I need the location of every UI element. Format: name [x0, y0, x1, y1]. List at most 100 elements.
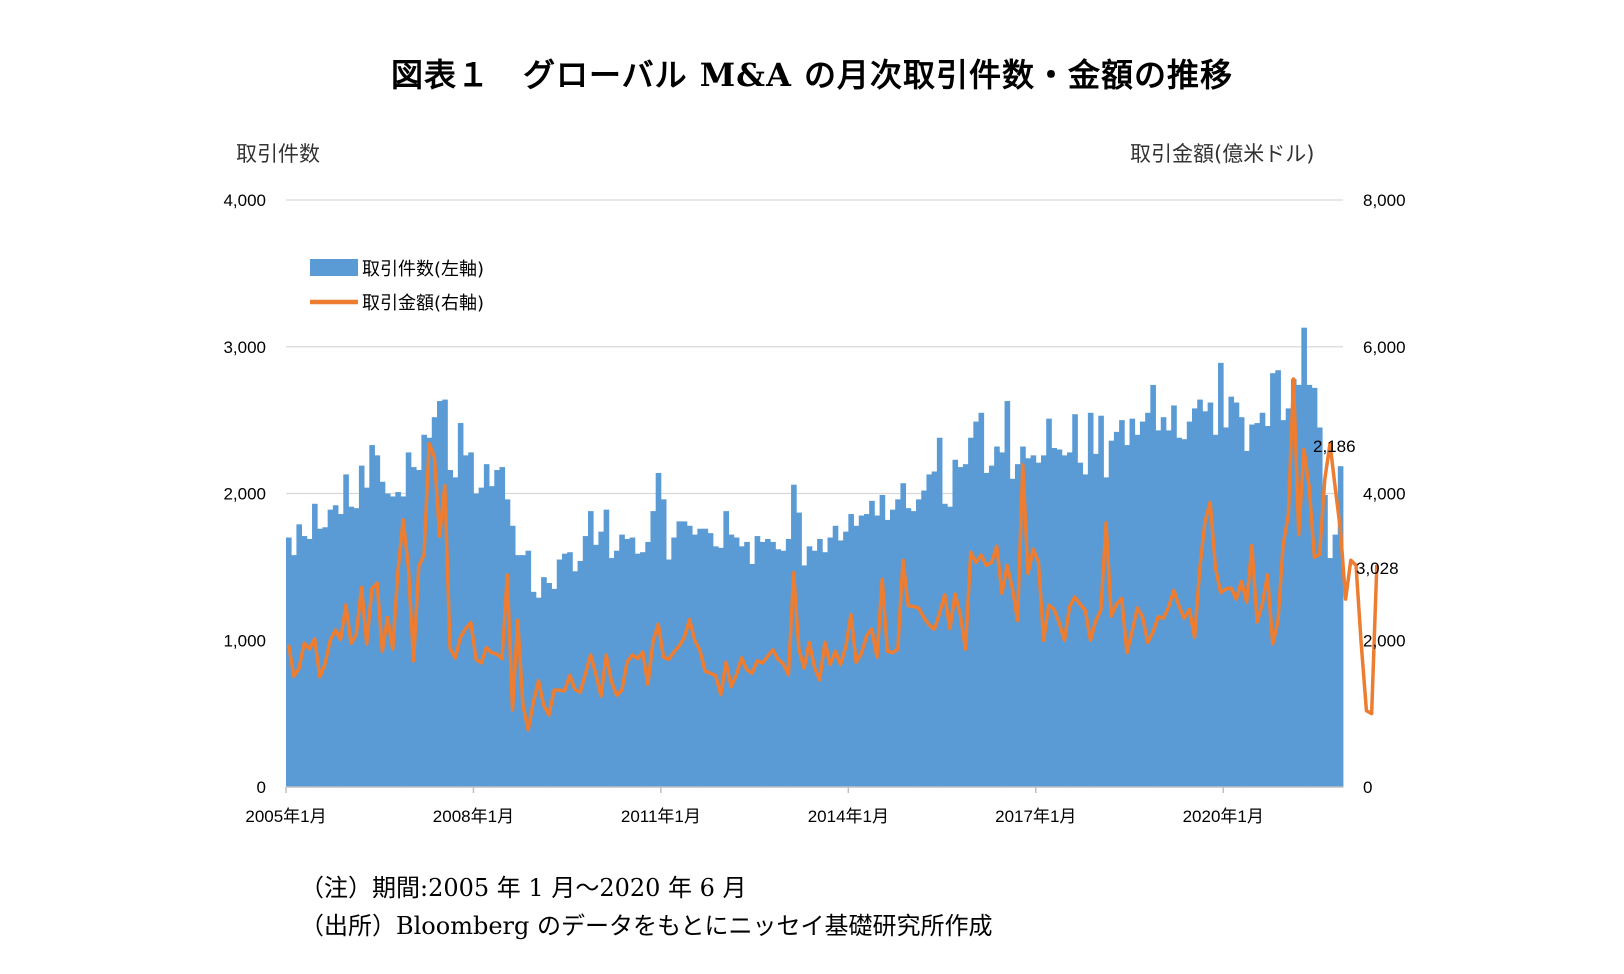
x-tick-label-3: 2014年1月 — [808, 807, 889, 826]
bar-162 — [1129, 418, 1136, 787]
bar-69 — [645, 541, 651, 787]
bar-6 — [317, 528, 323, 787]
bar-119 — [905, 508, 912, 787]
left-tick-label-2: 2,000 — [223, 485, 266, 504]
bar-11 — [343, 474, 349, 787]
bar-51 — [551, 588, 558, 787]
bar-103 — [822, 552, 828, 787]
bar-168 — [1160, 417, 1167, 787]
bar-197 — [1311, 387, 1318, 787]
bar-44 — [515, 555, 521, 787]
x-tick-label-2: 2011年1月 — [621, 807, 701, 826]
note-period: （注）期間:2005 年 1 月～2020 年 6 月 — [300, 874, 747, 902]
bar-92 — [765, 538, 771, 787]
right-ticks: 0 2,000 4,000 6,000 8,000 — [1363, 191, 1406, 797]
x-tick-label-0: 2005年1月 — [245, 807, 326, 826]
bar-183 — [1238, 417, 1245, 787]
bar-85 — [728, 534, 735, 787]
bar-57 — [582, 536, 589, 787]
bar-136 — [994, 446, 1000, 787]
bar-114 — [879, 494, 886, 787]
bar-202 — [1337, 466, 1344, 787]
value-line — [286, 377, 1379, 732]
bar-175 — [1197, 399, 1203, 787]
bar-185 — [1249, 424, 1255, 787]
bar-194 — [1296, 384, 1302, 787]
bar-177 — [1207, 402, 1214, 787]
bar-75 — [676, 521, 683, 787]
bar-157 — [1103, 477, 1110, 787]
bar-184 — [1244, 450, 1250, 787]
bar-150 — [1067, 452, 1073, 787]
bar-178 — [1212, 434, 1219, 787]
legend-swatch-bars — [310, 259, 358, 276]
bar-36 — [473, 493, 480, 787]
bar-73 — [666, 559, 672, 787]
bar-111 — [863, 514, 870, 787]
bar-26 — [421, 434, 427, 787]
bar-137 — [999, 452, 1005, 787]
bar-52 — [556, 559, 563, 787]
bar-32 — [452, 477, 459, 787]
bar-47 — [530, 591, 537, 787]
bar-164 — [1139, 421, 1146, 787]
right-tick-label-1: 2,000 — [1363, 631, 1406, 650]
bar-146 — [1046, 418, 1052, 787]
bar-49 — [541, 577, 547, 787]
x-tick-label-4: 2017年1月 — [995, 807, 1076, 826]
bar-55 — [572, 571, 578, 787]
bar-60 — [598, 531, 605, 787]
bar-10 — [338, 514, 344, 787]
bar-141 — [1020, 446, 1026, 787]
bar-126 — [942, 503, 948, 787]
bar-54 — [567, 552, 573, 787]
bar-99 — [801, 565, 808, 787]
left-tick-label-4: 4,000 — [223, 191, 266, 210]
bar-74 — [671, 537, 677, 787]
bar-112 — [869, 500, 875, 787]
bar-127 — [947, 506, 953, 787]
bar-61 — [603, 509, 610, 787]
bar-121 — [916, 499, 922, 787]
right-tick-label-3: 6,000 — [1363, 338, 1406, 357]
left-ticks: 0 1,000 2,000 3,000 4,000 — [223, 191, 266, 797]
bar-29 — [437, 401, 443, 787]
bar-188 — [1264, 426, 1271, 787]
bar-76 — [681, 521, 688, 787]
bar-102 — [817, 538, 823, 787]
bar-56 — [577, 561, 584, 787]
bar-191 — [1280, 420, 1287, 788]
x-ticks: 2005年1月 2008年1月 2011年1月 2014年1月 2017年1月 2020年… — [245, 807, 1264, 826]
bar-45 — [520, 555, 526, 787]
bar-2 — [296, 524, 303, 787]
bar-46 — [525, 550, 532, 787]
x-tick-label-5: 2020年1月 — [1183, 807, 1264, 826]
bar-17 — [374, 455, 381, 787]
bar-135 — [988, 465, 995, 787]
x-tick-label-1: 2008年1月 — [433, 807, 514, 826]
bar-149 — [1061, 455, 1068, 787]
left-tick-label-3: 3,000 — [223, 338, 266, 357]
bar-153 — [1082, 474, 1089, 787]
bar-13 — [353, 508, 360, 787]
bar-173 — [1186, 421, 1193, 787]
bar-190 — [1275, 370, 1281, 787]
annotations: 2,186 3,028 — [1313, 437, 1399, 578]
legend: 取引件数(左軸) 取引金額(右軸) — [310, 259, 484, 314]
bar-59 — [593, 544, 599, 787]
bar-68 — [640, 552, 646, 787]
note-source: （出所）Bloomberg のデータをもとにニッセイ基礎研究所作成 — [300, 912, 993, 940]
bar-30 — [442, 399, 448, 787]
bar-66 — [629, 537, 636, 787]
bar-19 — [384, 493, 391, 787]
bar-34 — [463, 455, 469, 787]
bar-148 — [1056, 449, 1063, 787]
bar-165 — [1145, 412, 1151, 787]
bar-154 — [1087, 412, 1094, 787]
bar-189 — [1270, 373, 1276, 787]
bar-21 — [395, 492, 401, 787]
bar-128 — [952, 459, 959, 787]
bar-9 — [332, 505, 339, 787]
legend-label-line: 取引金額(右軸) — [362, 293, 484, 314]
